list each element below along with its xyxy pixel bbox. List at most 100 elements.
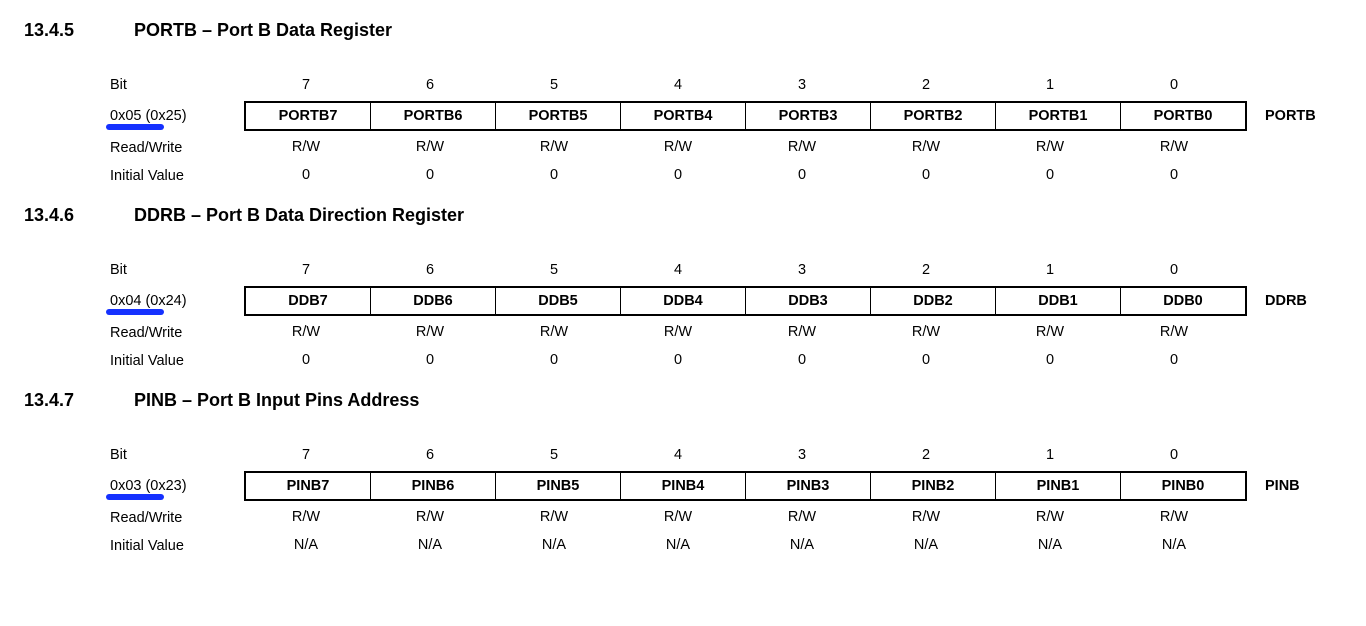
initial-value-cell: 0: [492, 348, 616, 372]
bit-number-cell: 0: [1112, 258, 1236, 282]
initial-value-cell: 0: [368, 348, 492, 372]
read-write-cell: R/W: [244, 505, 368, 529]
bit-number-cell: 4: [616, 443, 740, 467]
read-write-row: Read/WriteR/WR/WR/WR/WR/WR/WR/WR/W: [110, 135, 1342, 159]
bit-number-cell: 1: [988, 443, 1112, 467]
bit-number-cells: 76543210: [244, 258, 1236, 282]
bit-number-cell: 2: [864, 443, 988, 467]
initial-value-cell: N/A: [616, 533, 740, 557]
bit-name-cell: PINB6: [371, 473, 496, 499]
read-write-cell: R/W: [616, 135, 740, 159]
bit-number-row: Bit76543210: [110, 73, 1342, 97]
bit-number-cells: 76543210: [244, 73, 1236, 97]
bit-name-cell: PORTB7: [246, 103, 371, 129]
read-write-cell: R/W: [368, 135, 492, 159]
bit-number-cell: 1: [988, 258, 1112, 282]
bit-number-cell: 5: [492, 443, 616, 467]
initial-value-cell: 0: [244, 348, 368, 372]
bit-number-cells: 76543210: [244, 443, 1236, 467]
bit-name-cell: PINB7: [246, 473, 371, 499]
read-write-cell: R/W: [864, 135, 988, 159]
bit-number-cell: 4: [616, 73, 740, 97]
read-write-cell: R/W: [1112, 135, 1236, 159]
section-title: PORTB – Port B Data Register: [134, 20, 392, 41]
bit-number-cell: 3: [740, 73, 864, 97]
bit-name-cell: PORTB0: [1121, 103, 1245, 129]
bit-name-cell: PINB2: [871, 473, 996, 499]
bit-number-cell: 7: [244, 73, 368, 97]
bit-number-cell: 2: [864, 258, 988, 282]
read-write-cell: R/W: [368, 320, 492, 344]
initial-value-cell: N/A: [492, 533, 616, 557]
section-title: PINB – Port B Input Pins Address: [134, 390, 419, 411]
bit-name-cells: DDB7DDB6DDB5DDB4DDB3DDB2DDB1DDB0: [244, 286, 1247, 316]
bit-name-cells: PINB7PINB6PINB5PINB4PINB3PINB2PINB1PINB0: [244, 471, 1247, 501]
bit-name-cell: PORTB6: [371, 103, 496, 129]
read-write-cell: R/W: [1112, 320, 1236, 344]
bit-number-cell: 1: [988, 73, 1112, 97]
read-write-cell: R/W: [492, 320, 616, 344]
read-write-cells: R/WR/WR/WR/WR/WR/WR/WR/W: [244, 135, 1236, 159]
register-name: PORTB: [1265, 108, 1316, 124]
bit-name-cell: DDB3: [746, 288, 871, 314]
register-name: DDRB: [1265, 293, 1307, 309]
initial-value-cells: N/AN/AN/AN/AN/AN/AN/AN/A: [244, 533, 1236, 557]
bit-number-cell: 0: [1112, 73, 1236, 97]
initial-value-cell: N/A: [368, 533, 492, 557]
register-section: 13.4.6DDRB – Port B Data Direction Regis…: [24, 205, 1342, 372]
highlight-scribble: [106, 494, 164, 500]
bit-number-cell: 0: [1112, 443, 1236, 467]
initial-value-cell: 0: [244, 163, 368, 187]
initial-value-cell: N/A: [988, 533, 1112, 557]
section-number: 13.4.5: [24, 20, 134, 41]
bit-label: Bit: [110, 77, 244, 93]
bit-name-cells: PORTB7PORTB6PORTB5PORTB4PORTB3PORTB2PORT…: [244, 101, 1247, 131]
section-number: 13.4.6: [24, 205, 134, 226]
bit-name-cell: PORTB3: [746, 103, 871, 129]
initial-value-cell: 0: [368, 163, 492, 187]
initial-value-cell: N/A: [864, 533, 988, 557]
initial-value-row: Initial ValueN/AN/AN/AN/AN/AN/AN/AN/A: [110, 533, 1342, 557]
initial-value-cell: N/A: [740, 533, 864, 557]
read-write-cells: R/WR/WR/WR/WR/WR/WR/WR/W: [244, 505, 1236, 529]
bit-name-cell: DDB0: [1121, 288, 1245, 314]
initial-value-cell: 0: [616, 348, 740, 372]
initial-value-cell: N/A: [244, 533, 368, 557]
initial-value-label: Initial Value: [110, 351, 244, 369]
read-write-cell: R/W: [244, 320, 368, 344]
initial-value-label: Initial Value: [110, 166, 244, 184]
bit-number-cell: 3: [740, 443, 864, 467]
read-write-cell: R/W: [616, 320, 740, 344]
read-write-cell: R/W: [864, 505, 988, 529]
register-name: PINB: [1265, 478, 1300, 494]
initial-value-cell: 0: [1112, 348, 1236, 372]
bit-label: Bit: [110, 447, 244, 463]
bit-label: Bit: [110, 262, 244, 278]
register-table: Bit765432100x05 (0x25)PORTB7PORTB6PORTB5…: [110, 73, 1342, 187]
section-heading: 13.4.5PORTB – Port B Data Register: [24, 20, 1342, 41]
register-table: Bit765432100x03 (0x23)PINB7PINB6PINB5PIN…: [110, 443, 1342, 557]
bit-name-cell: PORTB2: [871, 103, 996, 129]
bit-name-cell: PINB0: [1121, 473, 1245, 499]
read-write-cell: R/W: [244, 135, 368, 159]
highlight-scribble: [106, 124, 164, 130]
read-write-cells: R/WR/WR/WR/WR/WR/WR/WR/W: [244, 320, 1236, 344]
initial-value-cells: 00000000: [244, 163, 1236, 187]
bit-name-cell: DDB5: [496, 288, 621, 314]
read-write-label: Read/Write: [110, 508, 244, 526]
read-write-cell: R/W: [492, 135, 616, 159]
bit-name-cell: PINB4: [621, 473, 746, 499]
bit-name-cell: DDB6: [371, 288, 496, 314]
register-address: 0x05 (0x25): [110, 108, 244, 124]
read-write-cell: R/W: [492, 505, 616, 529]
initial-value-cell: 0: [864, 348, 988, 372]
bit-name-row: 0x04 (0x24)DDB7DDB6DDB5DDB4DDB3DDB2DDB1D…: [110, 286, 1342, 316]
initial-value-row: Initial Value00000000: [110, 348, 1342, 372]
bit-number-cell: 6: [368, 443, 492, 467]
register-section: 13.4.7PINB – Port B Input Pins AddressBi…: [24, 390, 1342, 557]
read-write-cell: R/W: [740, 320, 864, 344]
initial-value-cells: 00000000: [244, 348, 1236, 372]
read-write-cell: R/W: [1112, 505, 1236, 529]
read-write-cell: R/W: [988, 135, 1112, 159]
bit-name-cell: DDB4: [621, 288, 746, 314]
